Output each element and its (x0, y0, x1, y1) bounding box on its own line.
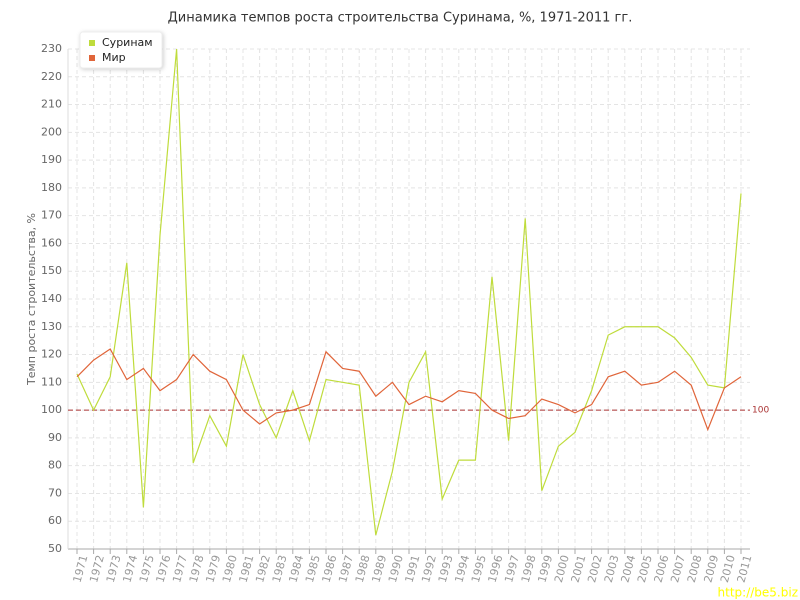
y-tick-label: 130 (41, 320, 62, 333)
y-tick-label: 220 (41, 70, 62, 83)
series-line (76, 48, 742, 536)
y-tick-label: 190 (41, 153, 62, 166)
y-tick-label: 210 (41, 98, 62, 111)
legend-swatch (89, 40, 95, 46)
y-tick-label: 120 (41, 348, 62, 361)
y-tick-label: 200 (41, 125, 62, 138)
x-tick-label: 2011 (735, 554, 755, 584)
y-tick-label: 140 (41, 292, 62, 305)
legend-label: Суринам (102, 36, 153, 49)
y-tick-label: 100 (41, 403, 62, 416)
series-line (76, 348, 742, 432)
y-tick-label: 230 (41, 42, 62, 55)
chart-title: Динамика темпов роста строительства Сури… (168, 11, 633, 26)
legend-label: Мир (102, 51, 126, 64)
y-tick-label: 90 (48, 431, 62, 444)
y-axis-label: Темп роста строительства, % (25, 213, 38, 386)
y-tick-label: 110 (41, 375, 62, 388)
y-tick-label: 60 (48, 514, 62, 527)
y-tick-label: 170 (41, 209, 62, 222)
y-tick-label: 160 (41, 236, 62, 249)
legend-swatch (89, 55, 95, 61)
y-tick-label: 180 (41, 181, 62, 194)
y-tick-label: 50 (48, 542, 62, 555)
reference-label: 100 (752, 406, 769, 416)
legend: Суринам Мир (79, 31, 163, 69)
legend-box (79, 31, 163, 69)
y-tick-label: 70 (48, 486, 62, 499)
watermark: http://be5.biz (718, 586, 798, 600)
y-tick-label: 150 (41, 264, 62, 277)
y-tick-label: 80 (48, 459, 62, 472)
